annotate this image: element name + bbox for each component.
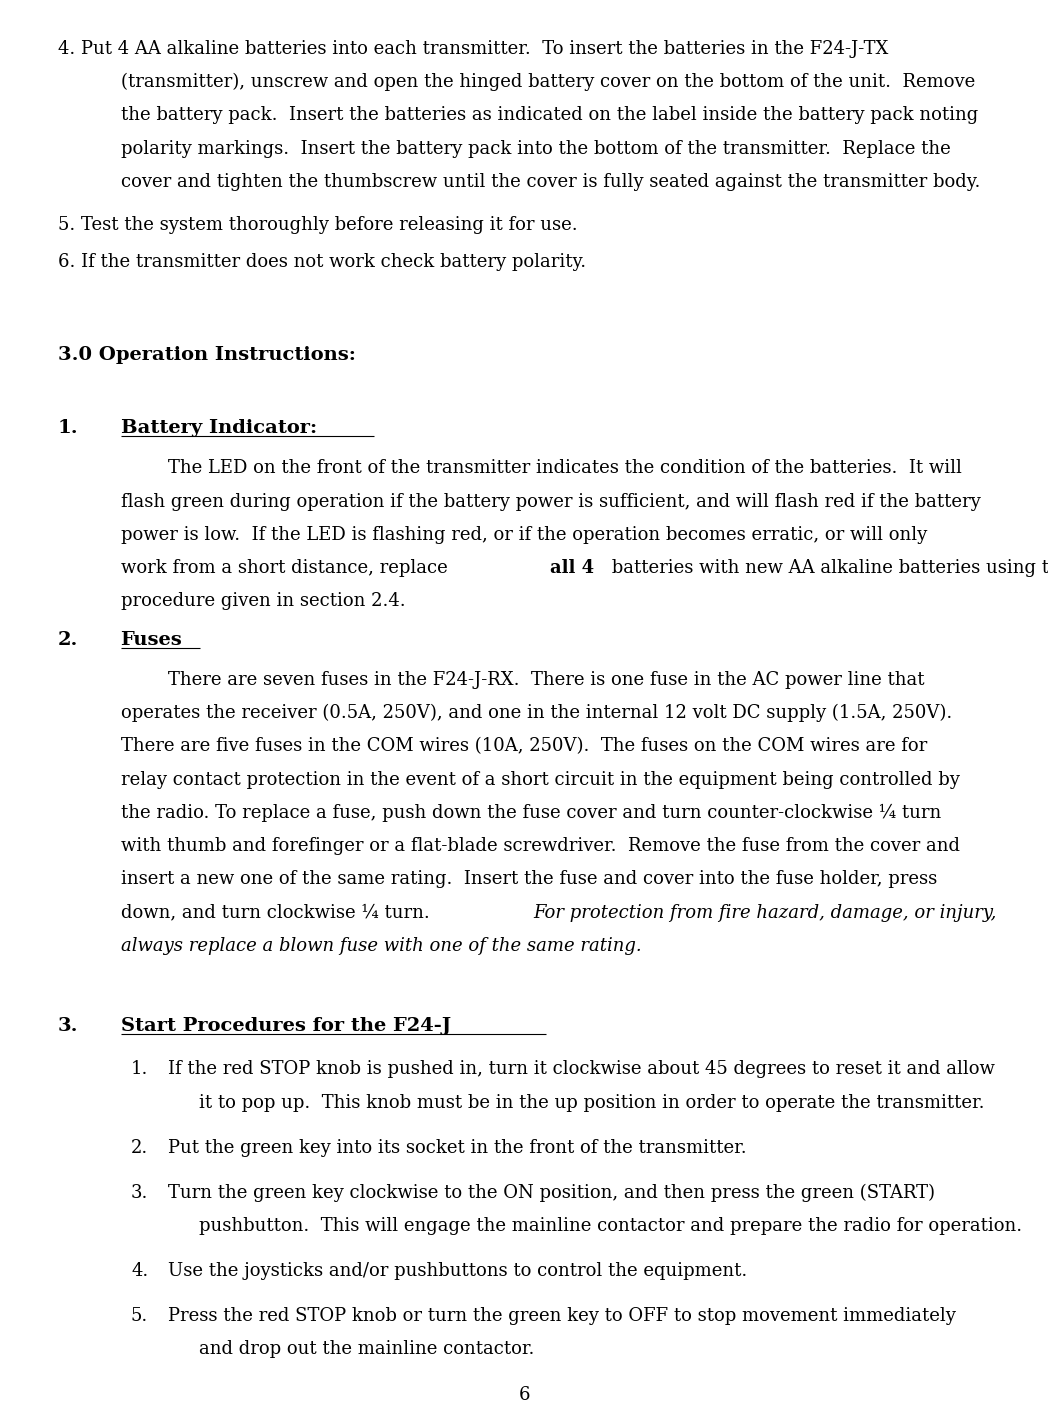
- Text: operates the receiver (0.5A, 250V), and one in the internal 12 volt DC supply (1: operates the receiver (0.5A, 250V), and …: [121, 704, 952, 723]
- Text: Press the red STOP knob or turn the green key to OFF to stop movement immediatel: Press the red STOP knob or turn the gree…: [168, 1306, 956, 1325]
- Text: power is low.  If the LED is flashing red, or if the operation becomes erratic, : power is low. If the LED is flashing red…: [121, 526, 926, 544]
- Text: (transmitter), unscrew and open the hinged battery cover on the bottom of the un: (transmitter), unscrew and open the hing…: [121, 72, 975, 91]
- Text: flash green during operation if the battery power is sufficient, and will flash : flash green during operation if the batt…: [121, 493, 980, 510]
- Text: There are five fuses in the COM wires (10A, 250V).  The fuses on the COM wires a: There are five fuses in the COM wires (1…: [121, 737, 926, 755]
- Text: with thumb and forefinger or a flat-blade screwdriver.  Remove the fuse from the: with thumb and forefinger or a flat-blad…: [121, 837, 960, 856]
- Text: all 4: all 4: [549, 560, 593, 577]
- Text: 4.: 4.: [131, 1261, 148, 1280]
- Text: relay contact protection in the event of a short circuit in the equipment being : relay contact protection in the event of…: [121, 771, 959, 789]
- Text: Battery Indicator:: Battery Indicator:: [121, 419, 316, 438]
- Text: There are seven fuses in the F24-J-RX.  There is one fuse in the AC power line t: There are seven fuses in the F24-J-RX. T…: [168, 670, 924, 689]
- Text: the battery pack.  Insert the batteries as indicated on the label inside the bat: the battery pack. Insert the batteries a…: [121, 106, 978, 125]
- Text: Use the joysticks and/or pushbuttons to control the equipment.: Use the joysticks and/or pushbuttons to …: [168, 1261, 747, 1280]
- Text: insert a new one of the same rating.  Insert the fuse and cover into the fuse ho: insert a new one of the same rating. Ins…: [121, 870, 937, 888]
- Text: procedure given in section 2.4.: procedure given in section 2.4.: [121, 592, 406, 611]
- Text: The LED on the front of the transmitter indicates the condition of the batteries: The LED on the front of the transmitter …: [168, 459, 962, 478]
- Text: polarity markings.  Insert the battery pack into the bottom of the transmitter. : polarity markings. Insert the battery pa…: [121, 139, 951, 157]
- Text: work from a short distance, replace: work from a short distance, replace: [121, 560, 453, 577]
- Text: Fuses: Fuses: [121, 631, 182, 649]
- Text: 3.0 Operation Instructions:: 3.0 Operation Instructions:: [58, 346, 355, 364]
- Text: 5.: 5.: [131, 1306, 148, 1325]
- Text: down, and turn clockwise ¼ turn.: down, and turn clockwise ¼ turn.: [121, 904, 441, 922]
- Text: Start Procedures for the F24-J: Start Procedures for the F24-J: [121, 1017, 451, 1034]
- Text: 2.: 2.: [58, 631, 78, 649]
- Text: Turn the green key clockwise to the ON position, and then press the green (START: Turn the green key clockwise to the ON p…: [168, 1183, 935, 1202]
- Text: pushbutton.  This will engage the mainline contactor and prepare the radio for o: pushbutton. This will engage the mainlin…: [199, 1217, 1022, 1234]
- Text: it to pop up.  This knob must be in the up position in order to operate the tran: it to pop up. This knob must be in the u…: [199, 1094, 985, 1111]
- Text: and drop out the mainline contactor.: and drop out the mainline contactor.: [199, 1340, 534, 1357]
- Text: 1.: 1.: [131, 1060, 149, 1078]
- Text: 6. If the transmitter does not work check battery polarity.: 6. If the transmitter does not work chec…: [58, 252, 586, 271]
- Text: If the red STOP knob is pushed in, turn it clockwise about 45 degrees to reset i: If the red STOP knob is pushed in, turn …: [168, 1060, 995, 1078]
- Text: batteries with new AA alkaline batteries using the: batteries with new AA alkaline batteries…: [607, 560, 1048, 577]
- Text: always replace a blown fuse with one of the same rating.: always replace a blown fuse with one of …: [121, 937, 641, 955]
- Text: 5. Test the system thoroughly before releasing it for use.: 5. Test the system thoroughly before rel…: [58, 217, 577, 234]
- Text: Put the green key into its socket in the front of the transmitter.: Put the green key into its socket in the…: [168, 1138, 746, 1156]
- Text: 3.: 3.: [58, 1017, 79, 1034]
- Text: For protection from fire hazard, damage, or injury,: For protection from fire hazard, damage,…: [533, 904, 997, 922]
- Text: 1.: 1.: [58, 419, 79, 438]
- Text: cover and tighten the thumbscrew until the cover is fully seated against the tra: cover and tighten the thumbscrew until t…: [121, 173, 980, 191]
- Text: 2.: 2.: [131, 1138, 148, 1156]
- Text: 6: 6: [519, 1386, 529, 1404]
- Text: 4. Put 4 AA alkaline batteries into each transmitter.  To insert the batteries i: 4. Put 4 AA alkaline batteries into each…: [58, 40, 888, 58]
- Text: 3.: 3.: [131, 1183, 149, 1202]
- Text: the radio. To replace a fuse, push down the fuse cover and turn counter-clockwis: the radio. To replace a fuse, push down …: [121, 803, 941, 822]
